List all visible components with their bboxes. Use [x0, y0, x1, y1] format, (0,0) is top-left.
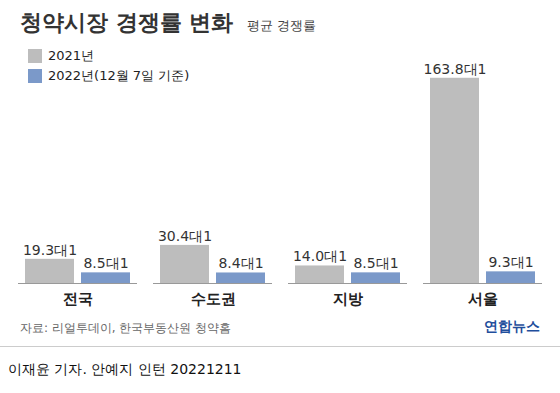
- svg-text:9.3대1: 9.3대1: [488, 254, 533, 270]
- svg-text:8.5대1: 8.5대1: [353, 255, 398, 271]
- svg-text:19.3대1: 19.3대1: [23, 242, 77, 258]
- svg-text:수도권: 수도권: [191, 290, 236, 308]
- html-text:자료: 리얼투데이, 한국부동산원 청약홈: 자료: 리얼투데이, 한국부동산원 청약홈: [20, 321, 232, 335]
- svg-text:8.5대1: 8.5대1: [83, 255, 128, 271]
- svg-text:지방: 지방: [333, 290, 363, 308]
- svg-text:30.4대1: 30.4대1: [158, 228, 212, 244]
- svg-text:서울: 서울: [468, 290, 498, 308]
- html-text:2021년: 2021년: [48, 48, 95, 63]
- svg-text:전국: 전국: [63, 290, 93, 308]
- html-text:평균 경쟁률: 평균 경쟁률: [247, 18, 317, 33]
- html-text:이재윤 기자. 안예지 인턴 20221211: 이재윤 기자. 안예지 인턴 20221211: [8, 361, 242, 377]
- html-text:청약시장 경쟁률 변화: 청약시장 경쟁률 변화: [20, 10, 234, 35]
- svg-text:8.4대1: 8.4대1: [218, 255, 263, 271]
- html-text:연합뉴스: 연합뉴스: [484, 318, 540, 334]
- svg-text:14.0대1: 14.0대1: [293, 248, 347, 264]
- html-text:2022년(12월 7일 기준): 2022년(12월 7일 기준): [48, 68, 190, 83]
- svg-text:163.8대1: 163.8대1: [424, 61, 487, 77]
